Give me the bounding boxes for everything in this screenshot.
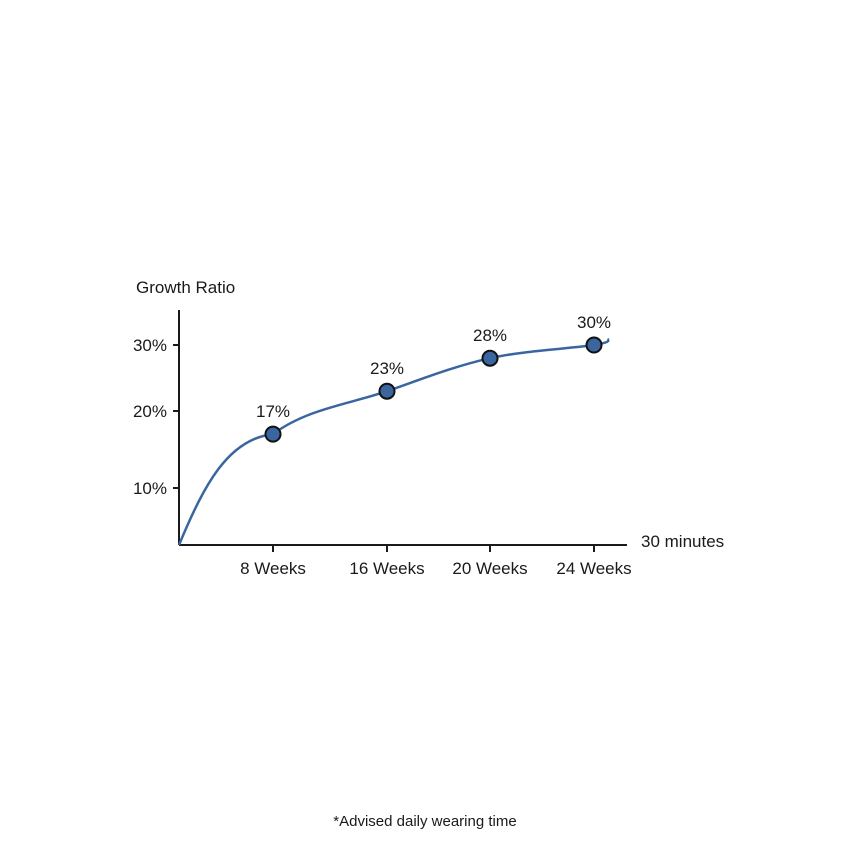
- y-ticks: 10% 20% 30%: [133, 336, 179, 498]
- footnote: *Advised daily wearing time: [333, 813, 517, 830]
- y-tick-label: 10%: [133, 479, 167, 498]
- data-point-marker: [481, 349, 499, 367]
- x-tick-label: 24 Weeks: [556, 559, 631, 578]
- data-point-marker: [264, 425, 282, 443]
- x-tick-label: 20 Weeks: [452, 559, 527, 578]
- y-axis-title: Growth Ratio: [136, 278, 235, 297]
- x-tick-label: 16 Weeks: [349, 559, 424, 578]
- y-tick-label: 20%: [133, 402, 167, 421]
- x-tick-label: 8 Weeks: [240, 559, 306, 578]
- x-axis-title: 30 minutes: [641, 532, 724, 551]
- data-label: 17%: [256, 402, 290, 421]
- data-labels: 17% 23% 28% 30%: [256, 313, 611, 421]
- x-ticks: 8 Weeks 16 Weeks 20 Weeks 24 Weeks: [240, 545, 632, 578]
- data-label: 23%: [370, 359, 404, 378]
- data-label: 30%: [577, 313, 611, 332]
- markers: [264, 336, 603, 443]
- data-point-marker: [585, 336, 603, 354]
- axes: [178, 310, 627, 546]
- data-label: 28%: [473, 326, 507, 345]
- data-point-marker: [378, 382, 396, 400]
- y-tick-label: 30%: [133, 336, 167, 355]
